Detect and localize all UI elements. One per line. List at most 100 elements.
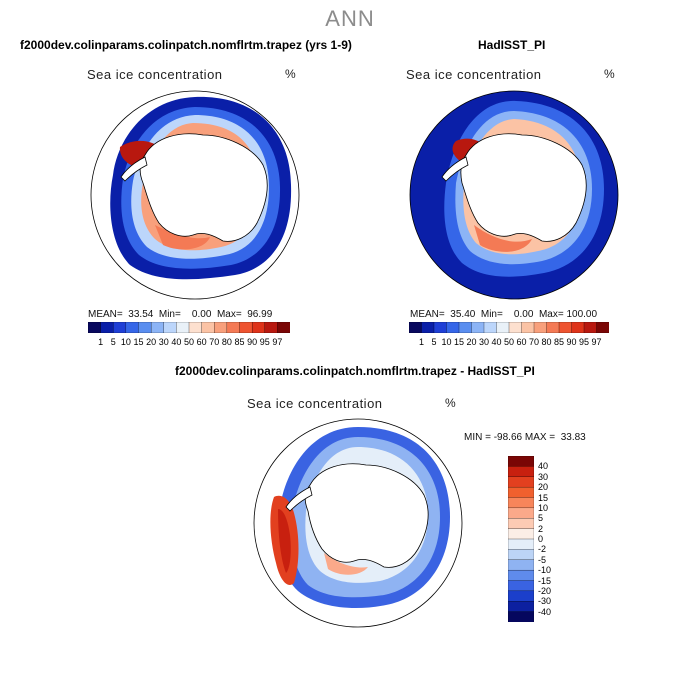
colorbar-tick-label: 20 bbox=[146, 337, 157, 347]
colorbar-swatch bbox=[508, 611, 534, 622]
colorbar-swatch bbox=[214, 322, 228, 333]
colorbar-tick-label: 1 bbox=[418, 337, 425, 347]
panel1-title: f2000dev.colinparams.colinpatch.nomflrtm… bbox=[20, 38, 352, 52]
colorbar-tick-label: 40 bbox=[171, 337, 182, 347]
panel1-ice-ross bbox=[155, 225, 210, 250]
panel2-polar-map bbox=[409, 90, 619, 300]
colorbar-swatch bbox=[125, 322, 139, 333]
colorbar-swatch bbox=[583, 322, 597, 333]
colorbar-swatch bbox=[409, 322, 422, 333]
panel3-stats: MIN = -98.66 MAX = 33.83 bbox=[464, 432, 586, 443]
colorbar-tick-label: 95 bbox=[259, 337, 270, 347]
panel3-title: f2000dev.colinparams.colinpatch.nomflrtm… bbox=[175, 364, 535, 378]
panel1-polar-map bbox=[90, 90, 300, 300]
colorbar-swatch bbox=[176, 322, 190, 333]
colorbar-tick-label: 50 bbox=[503, 337, 515, 347]
colorbar-swatch bbox=[150, 322, 165, 333]
colorbar-swatch bbox=[100, 322, 114, 333]
colorbar-tick-label: 5 bbox=[538, 513, 544, 524]
panel1-antarctica bbox=[139, 133, 268, 242]
colorbar-swatch bbox=[571, 322, 585, 333]
panel1-colorbar-labels: 1 5 10 15 20 30 40 50 60 70 80 85 90 95 97 bbox=[88, 337, 290, 349]
colorbar-swatch bbox=[471, 322, 485, 333]
colorbar-swatch bbox=[508, 497, 534, 509]
colorbar-tick-label: -2 bbox=[538, 544, 547, 555]
colorbar-swatch bbox=[508, 476, 534, 488]
colorbar-tick-label: 97 bbox=[591, 337, 602, 347]
colorbar-swatch bbox=[521, 322, 535, 333]
colorbar-tick-label: 90 bbox=[247, 337, 258, 347]
panel3-colorbar bbox=[508, 456, 534, 622]
colorbar-tick-label: 30 bbox=[538, 471, 549, 482]
colorbar-tick-label: 15 bbox=[538, 492, 549, 503]
colorbar-swatch bbox=[596, 322, 609, 333]
colorbar-tick-label: -40 bbox=[538, 606, 552, 617]
panel2-stats: MEAN= 35.40 Min= 0.00 Max= 100.00 bbox=[410, 309, 598, 320]
colorbar-swatch bbox=[239, 322, 253, 333]
colorbar-tick-label: 30 bbox=[478, 337, 490, 347]
panel2-colorbar-labels: 1 5 10 15 20 30 40 50 60 70 80 85 90 95 97 bbox=[409, 337, 609, 349]
colorbar-swatch bbox=[446, 322, 460, 333]
panel3-colorbar-labels: 40 30 20 15 10 5 2 0 -2 -5 -10 -15 -20 -30 -40 bbox=[538, 456, 578, 622]
colorbar-swatch bbox=[277, 322, 290, 333]
colorbar-tick-label: 90 bbox=[566, 337, 577, 347]
colorbar-tick-label: 1 bbox=[98, 337, 104, 347]
colorbar-swatch bbox=[508, 580, 534, 592]
colorbar-tick-label: 60 bbox=[196, 337, 207, 347]
colorbar-swatch bbox=[508, 538, 534, 550]
colorbar-tick-label: 40 bbox=[538, 461, 549, 472]
panel3-diff-positive-west-inner bbox=[278, 509, 291, 573]
colorbar-swatch bbox=[508, 549, 534, 561]
colorbar-tick-label: 50 bbox=[183, 337, 195, 347]
panel3-polar-map bbox=[253, 418, 463, 628]
colorbar-tick-label: -15 bbox=[538, 575, 552, 586]
colorbar-swatch bbox=[508, 528, 534, 540]
colorbar-swatch bbox=[508, 559, 534, 571]
colorbar-swatch bbox=[458, 322, 472, 333]
panel1-stats: MEAN= 33.54 Min= 0.00 Max= 96.99 bbox=[88, 309, 273, 320]
colorbar-swatch bbox=[508, 456, 534, 467]
colorbar-swatch bbox=[483, 322, 497, 333]
colorbar-tick-label: 15 bbox=[453, 337, 465, 347]
panel2-peninsula bbox=[441, 156, 469, 182]
panel3-variable-label: Sea ice concentration bbox=[247, 396, 383, 411]
colorbar-swatch bbox=[508, 590, 534, 602]
colorbar-tick-label: 0 bbox=[538, 534, 544, 544]
panel2-antarctica bbox=[460, 133, 587, 242]
colorbar-tick-label: 15 bbox=[133, 337, 144, 347]
colorbar-tick-label: -20 bbox=[538, 585, 552, 596]
panel1-colorbar bbox=[88, 322, 290, 333]
colorbar-swatch bbox=[546, 322, 560, 333]
panel2-units-label: % bbox=[604, 67, 615, 81]
colorbar-swatch bbox=[558, 322, 572, 333]
colorbar-swatch bbox=[113, 322, 127, 333]
panel2-ice-ross bbox=[474, 225, 532, 252]
colorbar-tick-label: 10 bbox=[120, 337, 131, 347]
colorbar-swatch bbox=[433, 322, 447, 333]
colorbar-swatch bbox=[188, 322, 203, 333]
panel1-variable-label: Sea ice concentration bbox=[87, 67, 223, 82]
colorbar-swatch bbox=[226, 322, 240, 333]
colorbar-swatch bbox=[508, 518, 534, 530]
colorbar-tick-label: 5 bbox=[110, 337, 116, 347]
panel3-diff-positive-ross bbox=[324, 553, 368, 575]
colorbar-swatch bbox=[533, 322, 547, 333]
panel2-colorbar bbox=[409, 322, 609, 333]
colorbar-tick-label: -30 bbox=[538, 596, 552, 607]
panel1-peninsula bbox=[120, 156, 148, 182]
colorbar-tick-label: 2 bbox=[538, 523, 544, 534]
colorbar-swatch bbox=[508, 486, 534, 498]
colorbar-swatch bbox=[138, 322, 152, 333]
colorbar-swatch bbox=[508, 507, 534, 519]
colorbar-tick-label: 95 bbox=[578, 337, 590, 347]
colorbar-tick-label: 20 bbox=[538, 482, 549, 493]
colorbar-tick-label: 70 bbox=[528, 337, 540, 347]
panel1-units-label: % bbox=[285, 67, 296, 81]
colorbar-swatch bbox=[201, 322, 215, 333]
colorbar-tick-label: 10 bbox=[538, 502, 549, 513]
figure-title: ANN bbox=[325, 6, 375, 31]
colorbar-tick-label: -10 bbox=[538, 565, 552, 576]
colorbar-tick-label: 5 bbox=[431, 337, 437, 347]
panel3-antarctica bbox=[304, 463, 429, 568]
colorbar-swatch bbox=[163, 322, 177, 333]
